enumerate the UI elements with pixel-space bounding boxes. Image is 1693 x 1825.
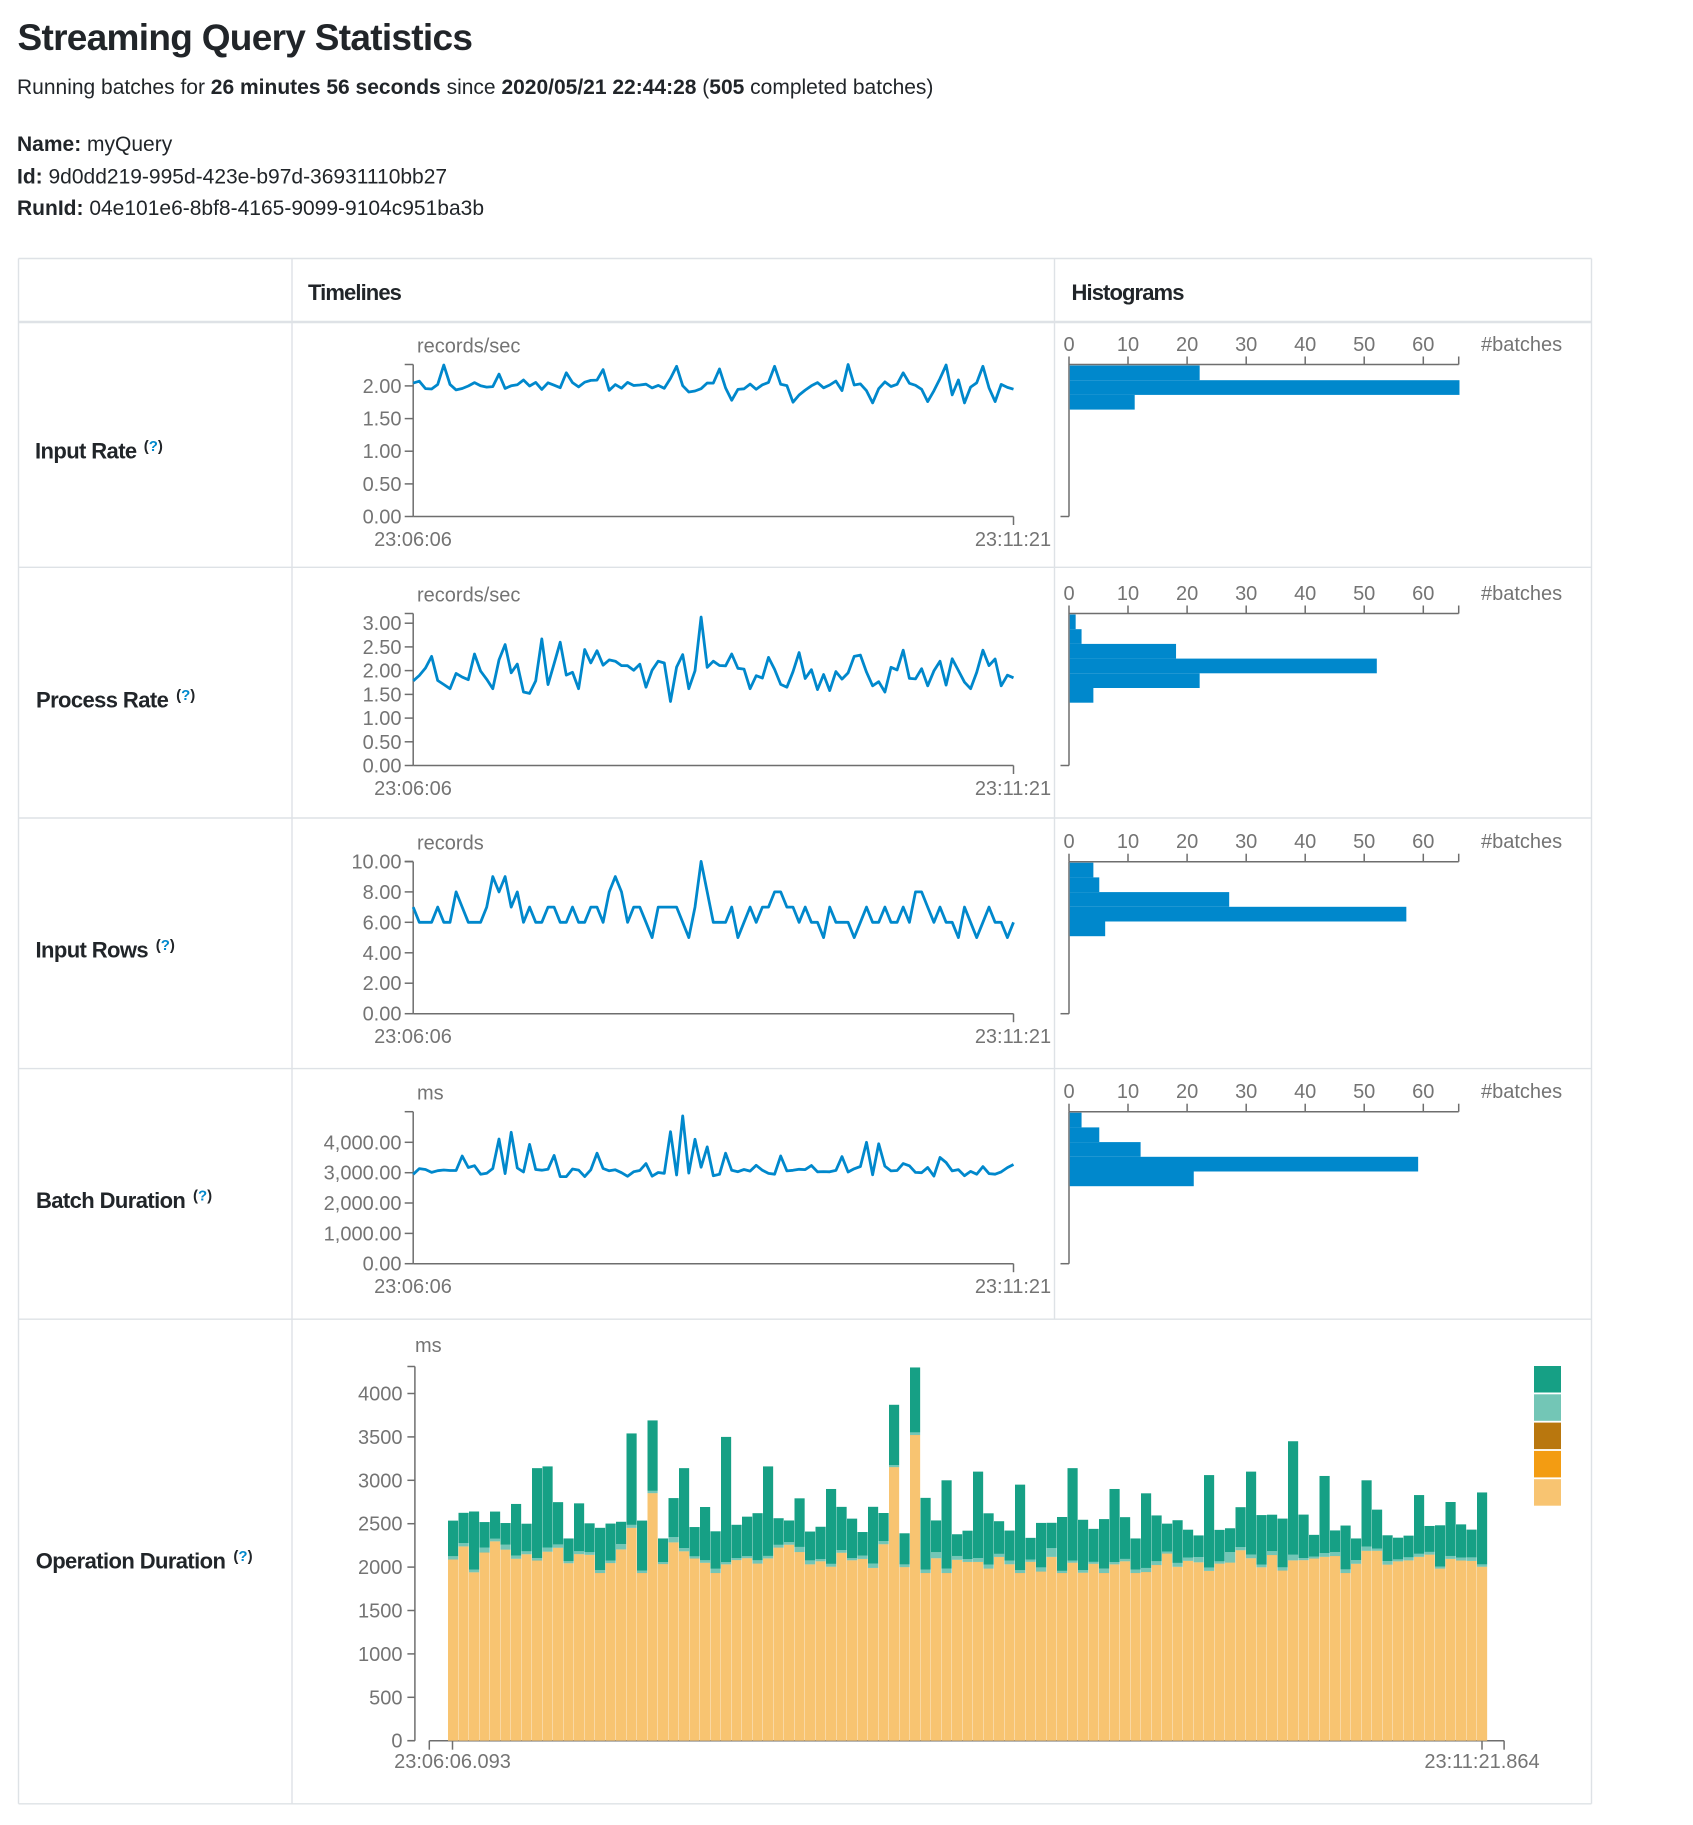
svg-text:23:11:21: 23:11:21 xyxy=(975,529,1051,551)
svg-text:1.00: 1.00 xyxy=(363,708,402,730)
svg-text:23:06:06: 23:06:06 xyxy=(374,529,452,551)
svg-text:30: 30 xyxy=(1235,583,1257,605)
svg-text:#batches: #batches xyxy=(1481,334,1562,356)
svg-text:2000: 2000 xyxy=(358,1557,403,1579)
svg-text:60: 60 xyxy=(1412,583,1434,605)
svg-text:(?): (?) xyxy=(233,1548,252,1565)
svg-text:records/sec: records/sec xyxy=(417,585,520,607)
svg-text:#batches: #batches xyxy=(1481,1081,1562,1103)
svg-text:0: 0 xyxy=(1063,334,1074,356)
svg-text:0.00: 0.00 xyxy=(363,756,402,778)
svg-text:4,000.00: 4,000.00 xyxy=(324,1132,402,1154)
svg-text:20: 20 xyxy=(1176,583,1198,605)
svg-text:4000: 4000 xyxy=(358,1384,403,1406)
svg-text:Timelines: Timelines xyxy=(308,280,402,305)
svg-text:Streaming Query Statistics: Streaming Query Statistics xyxy=(18,17,473,58)
svg-text:10: 10 xyxy=(1117,1081,1139,1103)
svg-text:3,000.00: 3,000.00 xyxy=(324,1163,402,1185)
svg-text:(?): (?) xyxy=(193,1188,212,1205)
svg-text:20: 20 xyxy=(1176,334,1198,356)
svg-text:2.00: 2.00 xyxy=(363,376,402,398)
svg-text:50: 50 xyxy=(1353,1081,1375,1103)
svg-text:6.00: 6.00 xyxy=(363,912,402,934)
svg-text:60: 60 xyxy=(1412,334,1434,356)
svg-text:records/sec: records/sec xyxy=(417,336,520,358)
svg-text:Histograms: Histograms xyxy=(1072,280,1185,305)
svg-text:3.00: 3.00 xyxy=(363,613,402,635)
svg-text:0: 0 xyxy=(1063,1081,1074,1103)
svg-text:0: 0 xyxy=(391,1731,402,1753)
svg-text:23:11:21.864: 23:11:21.864 xyxy=(1424,1751,1539,1773)
svg-text:2,000.00: 2,000.00 xyxy=(324,1193,402,1215)
svg-text:Name: myQuery: Name: myQuery xyxy=(17,133,173,156)
svg-text:(?): (?) xyxy=(156,937,175,954)
svg-text:1.50: 1.50 xyxy=(363,409,402,431)
svg-text:40: 40 xyxy=(1294,1081,1316,1103)
svg-text:3500: 3500 xyxy=(358,1427,403,1449)
svg-text:40: 40 xyxy=(1294,831,1316,853)
svg-text:2500: 2500 xyxy=(358,1514,403,1536)
svg-text:Batch Duration: Batch Duration xyxy=(36,1188,185,1213)
svg-text:ms: ms xyxy=(415,1335,442,1357)
svg-text:0.50: 0.50 xyxy=(363,732,402,754)
svg-text:23:06:06: 23:06:06 xyxy=(374,778,452,800)
svg-text:1.50: 1.50 xyxy=(363,684,402,706)
svg-text:#batches: #batches xyxy=(1481,831,1562,853)
svg-text:Operation Duration: Operation Duration xyxy=(36,1548,226,1573)
svg-text:Input Rows: Input Rows xyxy=(36,938,149,963)
svg-text:1,000.00: 1,000.00 xyxy=(324,1223,402,1245)
svg-text:23:06:06: 23:06:06 xyxy=(374,1026,452,1048)
svg-text:ms: ms xyxy=(417,1083,444,1105)
svg-text:0.50: 0.50 xyxy=(363,474,402,496)
svg-text:0: 0 xyxy=(1063,583,1074,605)
svg-text:(?): (?) xyxy=(176,687,195,704)
svg-text:4.00: 4.00 xyxy=(363,943,402,965)
svg-text:10.00: 10.00 xyxy=(351,851,401,873)
svg-text:(?): (?) xyxy=(144,438,163,455)
svg-text:2.50: 2.50 xyxy=(363,637,402,659)
svg-text:0.00: 0.00 xyxy=(363,507,402,529)
svg-text:10: 10 xyxy=(1117,831,1139,853)
svg-text:50: 50 xyxy=(1353,583,1375,605)
svg-text:2.00: 2.00 xyxy=(363,973,402,995)
svg-text:23:06:06.093: 23:06:06.093 xyxy=(394,1751,511,1773)
svg-text:Id: 9d0dd219-995d-423e-b97d-36: Id: 9d0dd219-995d-423e-b97d-36931110bb27 xyxy=(17,166,447,189)
svg-text:Running batches for 26 minutes: Running batches for 26 minutes 56 second… xyxy=(17,76,933,99)
svg-text:20: 20 xyxy=(1176,1081,1198,1103)
svg-text:10: 10 xyxy=(1117,334,1139,356)
svg-text:20: 20 xyxy=(1176,831,1198,853)
svg-text:30: 30 xyxy=(1235,334,1257,356)
svg-text:0.00: 0.00 xyxy=(363,1254,402,1276)
svg-text:records: records xyxy=(417,833,484,855)
svg-text:50: 50 xyxy=(1353,831,1375,853)
svg-text:500: 500 xyxy=(369,1687,402,1709)
svg-text:Process Rate: Process Rate xyxy=(36,688,169,713)
svg-text:#batches: #batches xyxy=(1481,583,1562,605)
svg-text:0: 0 xyxy=(1063,831,1074,853)
svg-text:1000: 1000 xyxy=(358,1644,403,1666)
svg-text:RunId: 04e101e6-8bf8-4165-9099: RunId: 04e101e6-8bf8-4165-9099-9104c951b… xyxy=(17,197,484,220)
svg-text:40: 40 xyxy=(1294,583,1316,605)
svg-text:Input Rate: Input Rate xyxy=(35,438,137,463)
svg-text:60: 60 xyxy=(1412,831,1434,853)
svg-text:3000: 3000 xyxy=(358,1470,403,1492)
svg-text:1.00: 1.00 xyxy=(363,441,402,463)
svg-text:40: 40 xyxy=(1294,334,1316,356)
svg-text:10: 10 xyxy=(1117,583,1139,605)
svg-text:30: 30 xyxy=(1235,1081,1257,1103)
svg-text:23:06:06: 23:06:06 xyxy=(374,1276,452,1298)
svg-text:23:11:21: 23:11:21 xyxy=(975,1026,1051,1048)
svg-text:23:11:21: 23:11:21 xyxy=(975,1276,1051,1298)
svg-text:23:11:21: 23:11:21 xyxy=(975,778,1051,800)
svg-text:1500: 1500 xyxy=(358,1601,403,1623)
svg-text:30: 30 xyxy=(1235,831,1257,853)
svg-text:8.00: 8.00 xyxy=(363,882,402,904)
svg-text:2.00: 2.00 xyxy=(363,661,402,683)
svg-text:60: 60 xyxy=(1412,1081,1434,1103)
svg-text:50: 50 xyxy=(1353,334,1375,356)
svg-text:0.00: 0.00 xyxy=(363,1004,402,1026)
